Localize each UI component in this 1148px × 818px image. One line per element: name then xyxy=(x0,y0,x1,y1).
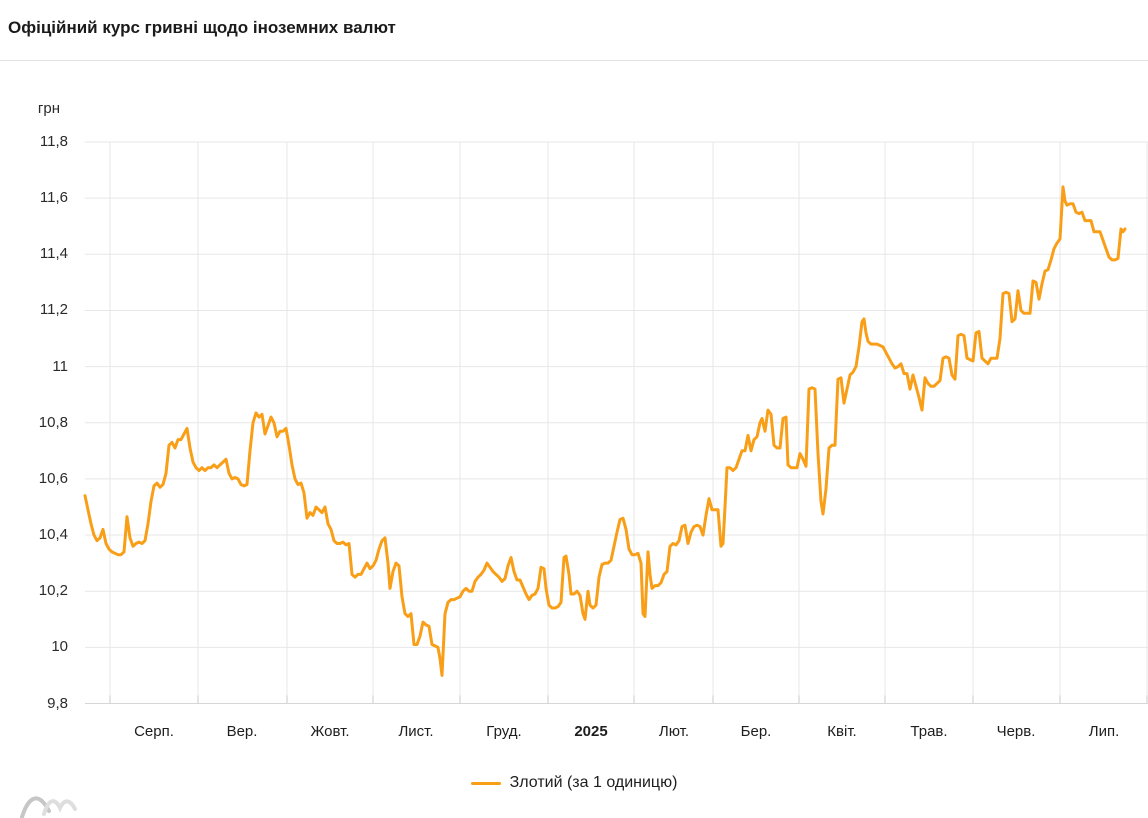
y-axis-tick-label: 10,4 xyxy=(38,526,68,544)
y-axis-tick-label: 11,6 xyxy=(39,189,68,207)
x-axis-month-label: Черв. xyxy=(996,723,1036,740)
y-axis-tick-label: 10 xyxy=(51,638,68,656)
x-axis-month-label: Серп. xyxy=(134,723,174,740)
page-title: Офіційний курс гривні щодо іноземних вал… xyxy=(8,18,396,37)
x-axis-month-label: Вер. xyxy=(226,723,258,740)
series-line-zloty[interactable] xyxy=(83,185,1127,677)
x-axis-month-label: Трав. xyxy=(910,723,948,740)
y-axis-tick-label: 10,6 xyxy=(38,469,68,487)
y-axis-tick-label: 11,8 xyxy=(39,133,68,150)
y-axis-tick-label: 10,2 xyxy=(38,582,68,600)
y-axis-unit-label: грн xyxy=(37,100,60,117)
x-axis-month-label: Лип. xyxy=(1088,723,1120,740)
header-divider xyxy=(0,60,1148,61)
y-axis-tick-label: 11 xyxy=(52,357,68,375)
x-axis-month-label: Квіт. xyxy=(827,723,857,740)
x-axis-month-label: 2025 xyxy=(574,723,608,740)
y-axis-tick-label: 11,4 xyxy=(39,245,68,263)
y-axis-tick-label: 11,2 xyxy=(39,301,68,319)
x-axis-month-label: Жовт. xyxy=(310,723,350,740)
x-axis-month-label: Груд. xyxy=(486,723,522,740)
legend-label: Злотий (за 1 одиницю) xyxy=(509,774,678,791)
y-axis-tick-label: 10,8 xyxy=(38,413,68,431)
amcharts-logo-icon xyxy=(20,796,77,818)
legend-line-marker xyxy=(470,781,501,785)
y-axis-tick-label: 9,8 xyxy=(47,694,68,712)
x-axis-month-label: Лист. xyxy=(398,723,434,740)
x-axis-month-label: Бер. xyxy=(740,723,772,740)
legend-item-zloty[interactable]: Злотий (за 1 одиницю) xyxy=(0,774,1148,792)
x-axis-month-label: Лют. xyxy=(658,723,690,740)
